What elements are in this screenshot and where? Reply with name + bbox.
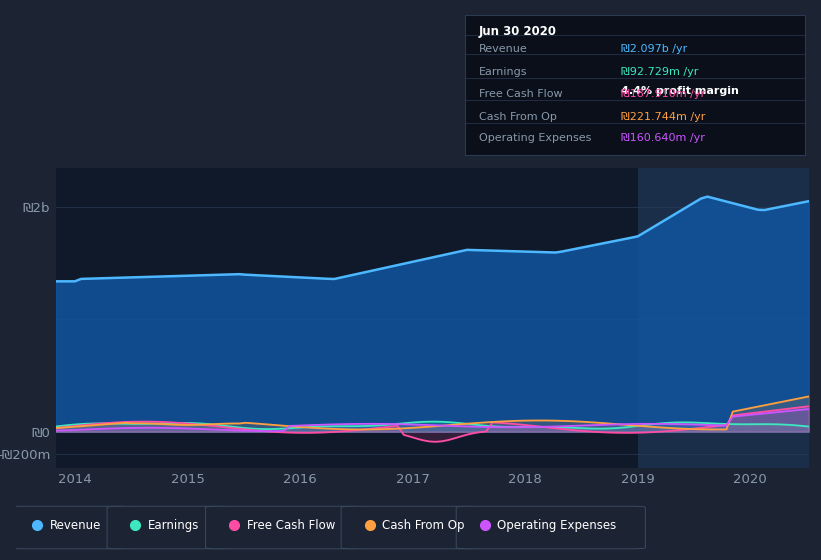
Text: ₪187.910m /yr: ₪187.910m /yr — [621, 89, 705, 99]
Text: Earnings: Earnings — [479, 67, 527, 77]
Bar — [638, 168, 818, 468]
FancyBboxPatch shape — [456, 506, 645, 549]
Text: Free Cash Flow: Free Cash Flow — [479, 89, 562, 99]
Text: Free Cash Flow: Free Cash Flow — [246, 519, 335, 532]
FancyBboxPatch shape — [8, 506, 131, 549]
Text: Revenue: Revenue — [479, 44, 527, 54]
Text: Jun 30 2020: Jun 30 2020 — [479, 25, 557, 38]
Text: Operating Expenses: Operating Expenses — [479, 133, 591, 143]
Text: Operating Expenses: Operating Expenses — [498, 519, 617, 532]
Text: Cash From Op: Cash From Op — [382, 519, 465, 532]
Text: Revenue: Revenue — [49, 519, 101, 532]
FancyBboxPatch shape — [107, 506, 229, 549]
Text: ₪2.097b /yr: ₪2.097b /yr — [621, 44, 688, 54]
Text: 4.4% profit margin: 4.4% profit margin — [621, 86, 739, 96]
Text: Cash From Op: Cash From Op — [479, 111, 557, 122]
Text: ₪92.729m /yr: ₪92.729m /yr — [621, 67, 699, 77]
Text: ₪221.744m /yr: ₪221.744m /yr — [621, 111, 706, 122]
Text: ₪160.640m /yr: ₪160.640m /yr — [621, 133, 705, 143]
Text: Earnings: Earnings — [148, 519, 200, 532]
FancyBboxPatch shape — [205, 506, 363, 549]
FancyBboxPatch shape — [342, 506, 479, 549]
